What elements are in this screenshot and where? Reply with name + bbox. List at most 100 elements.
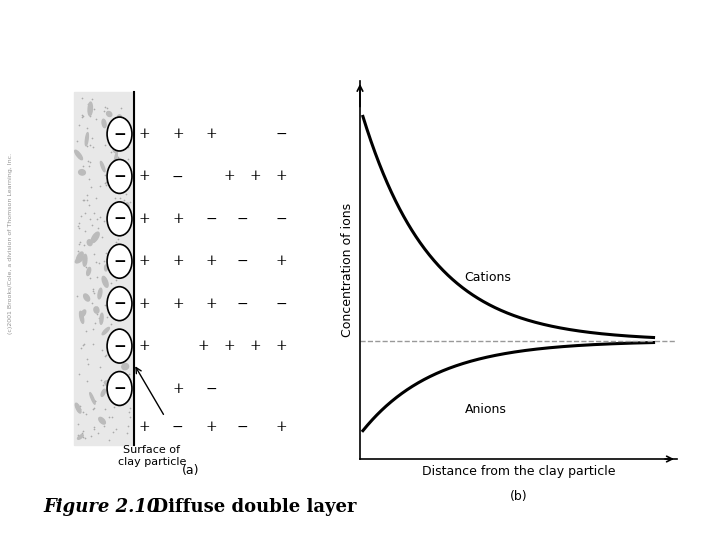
Ellipse shape	[98, 288, 102, 299]
Point	[74, 402, 86, 411]
Point	[105, 214, 117, 223]
Ellipse shape	[120, 392, 124, 398]
Point	[77, 161, 89, 170]
Ellipse shape	[91, 232, 99, 242]
Point	[71, 137, 83, 145]
Point	[71, 292, 83, 300]
Ellipse shape	[104, 265, 107, 271]
Ellipse shape	[125, 393, 130, 399]
Text: +: +	[138, 254, 150, 268]
Point	[73, 224, 84, 233]
Point	[115, 187, 127, 195]
Ellipse shape	[80, 312, 84, 323]
Point	[125, 335, 136, 344]
Point	[120, 294, 131, 303]
Point	[84, 112, 96, 120]
Point	[77, 196, 89, 205]
Point	[102, 313, 113, 321]
Point	[111, 238, 122, 246]
Point	[89, 319, 101, 328]
Point	[113, 161, 125, 170]
Point	[121, 244, 132, 253]
Ellipse shape	[102, 327, 109, 335]
Point	[81, 327, 92, 335]
Point	[85, 273, 96, 282]
Point	[124, 369, 135, 378]
Point	[89, 396, 101, 405]
Text: +: +	[138, 296, 150, 310]
Ellipse shape	[76, 403, 81, 413]
Point	[102, 376, 113, 384]
Point	[83, 175, 94, 184]
Point	[115, 340, 127, 348]
Point	[120, 190, 131, 198]
Text: Diffuse double layer: Diffuse double layer	[140, 498, 356, 516]
Point	[91, 194, 102, 202]
Point	[81, 191, 92, 199]
Point	[91, 310, 102, 319]
Point	[82, 100, 94, 109]
Point	[98, 107, 109, 116]
Circle shape	[107, 287, 132, 321]
Point	[75, 212, 86, 221]
Ellipse shape	[101, 389, 105, 396]
Text: +: +	[276, 420, 287, 434]
Point	[120, 186, 132, 194]
Point	[99, 352, 110, 360]
Point	[81, 196, 93, 205]
Circle shape	[107, 329, 132, 363]
Point	[120, 383, 131, 391]
Point	[73, 419, 84, 428]
Circle shape	[107, 202, 132, 236]
Point	[84, 140, 96, 149]
Point	[91, 258, 102, 266]
Point	[111, 276, 122, 285]
Point	[84, 201, 95, 210]
Point	[109, 381, 121, 390]
Text: +: +	[206, 254, 217, 268]
Point	[118, 196, 130, 205]
Text: −: −	[206, 212, 217, 226]
Point	[124, 403, 135, 412]
Point	[99, 141, 111, 150]
Point	[73, 307, 85, 316]
Point	[107, 159, 118, 167]
Text: −: −	[237, 420, 248, 434]
Point	[113, 157, 125, 165]
Point	[107, 116, 119, 124]
Text: −: −	[113, 339, 126, 354]
Point	[124, 335, 135, 344]
Point	[92, 429, 104, 438]
Point	[111, 264, 122, 272]
Text: −: −	[113, 254, 126, 269]
Ellipse shape	[94, 307, 99, 313]
Point	[98, 377, 109, 386]
Point	[104, 435, 115, 444]
Point	[120, 309, 132, 318]
Point	[91, 273, 102, 281]
Text: +: +	[276, 254, 287, 268]
Text: +: +	[206, 127, 217, 141]
Point	[114, 194, 126, 202]
Point	[112, 325, 124, 334]
Point	[118, 129, 130, 138]
Ellipse shape	[87, 240, 92, 246]
Text: Figure 2.10: Figure 2.10	[43, 498, 160, 516]
Text: (a): (a)	[182, 464, 199, 477]
Ellipse shape	[81, 310, 86, 316]
Point	[81, 141, 93, 150]
Point	[89, 423, 100, 432]
Point	[114, 353, 125, 361]
Point	[119, 133, 130, 142]
Point	[116, 389, 127, 397]
Point	[99, 404, 110, 413]
Text: −: −	[113, 211, 126, 226]
Point	[86, 299, 98, 308]
Point	[85, 432, 96, 441]
Point	[81, 377, 93, 386]
Ellipse shape	[76, 252, 84, 262]
Point	[104, 210, 116, 218]
Point	[113, 393, 125, 402]
Point	[94, 258, 105, 267]
Point	[117, 211, 128, 220]
